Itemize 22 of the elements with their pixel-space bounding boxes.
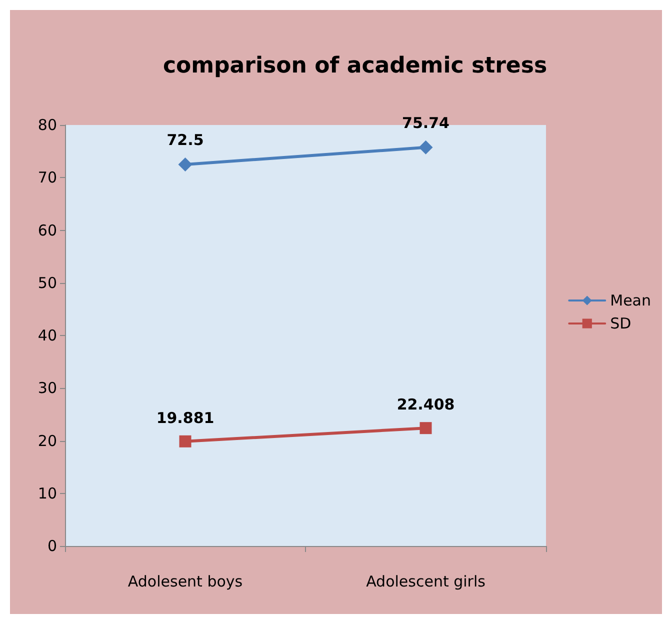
point [420, 422, 432, 434]
legend-label: Mean [610, 292, 652, 310]
x-tick-label: Adolesent boys [128, 572, 243, 590]
y-tick-label: 70 [38, 168, 57, 187]
x-tick-label: Adolescent girls [366, 572, 486, 590]
y-tick-label: 50 [38, 274, 57, 292]
y-tick-label: 10 [38, 484, 57, 502]
y-tick-label: 0 [47, 537, 57, 555]
y-tick-label: 40 [38, 326, 57, 344]
point [418, 140, 433, 154]
point [179, 435, 192, 448]
y-tick-label: 20 [38, 432, 57, 450]
data-label: 75.74 [402, 114, 450, 132]
data-label: 72.5 [166, 130, 204, 149]
data-label: 19.881 [156, 408, 214, 427]
legend-label: SD [610, 314, 632, 332]
chart-title: comparison of academic stress [162, 54, 548, 78]
y-tick-label: 60 [38, 221, 57, 240]
data-label: 22.408 [396, 396, 455, 414]
y-tick-label: 80 [38, 116, 57, 134]
point [178, 157, 192, 172]
y-tick-label: 30 [38, 379, 57, 398]
